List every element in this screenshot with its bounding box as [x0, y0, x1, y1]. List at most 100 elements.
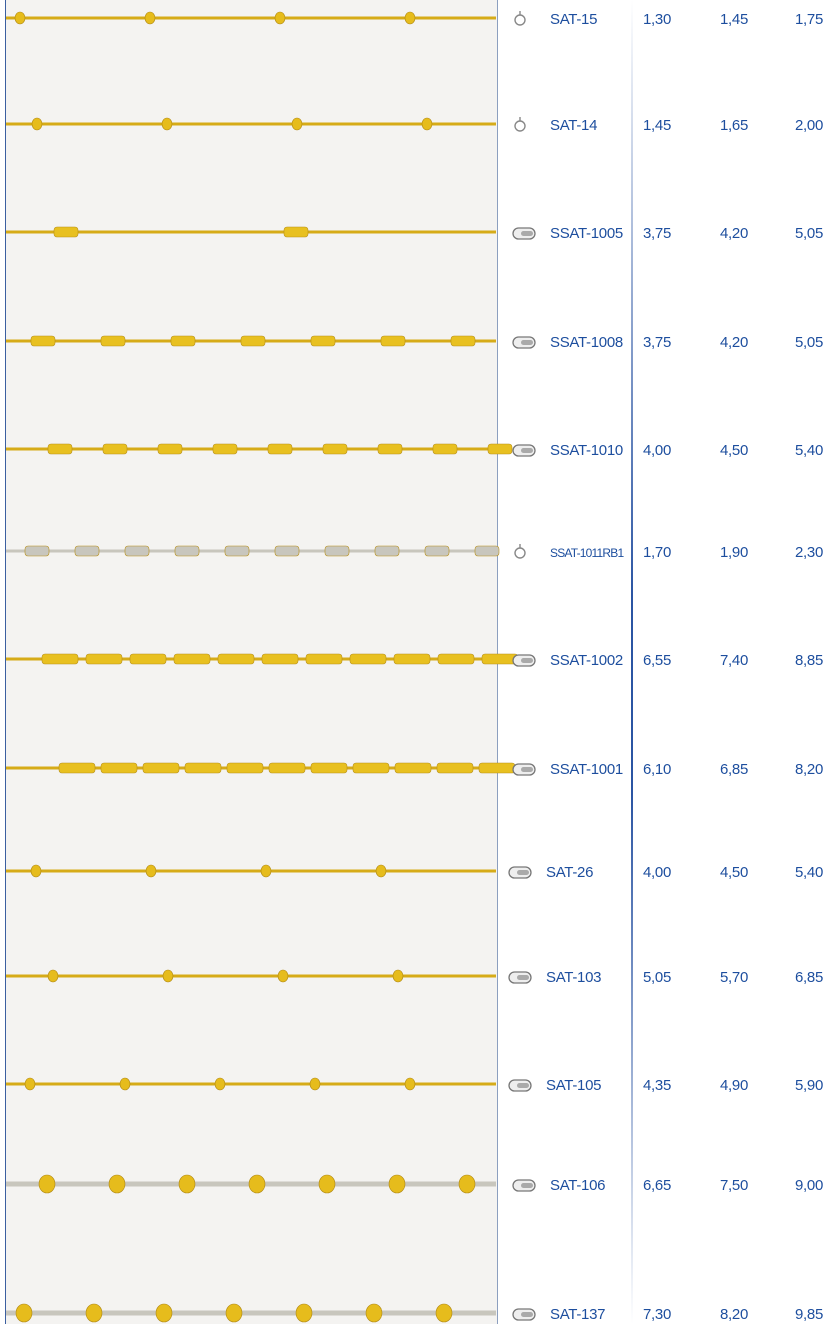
chain-link [377, 443, 403, 455]
chain-link [324, 545, 350, 557]
price: 6,55 [643, 652, 671, 669]
chain-link [173, 653, 211, 665]
chain-link [142, 762, 180, 774]
lobster-clasp-lever [517, 870, 529, 875]
price: 6,10 [643, 761, 671, 778]
price: 5,40 [795, 864, 823, 881]
product-code: SAT-106 [550, 1177, 606, 1194]
chain-link [474, 545, 500, 557]
chain-bead [161, 117, 173, 131]
price: 5,05 [643, 969, 671, 986]
lobster-clasp-lever [521, 767, 533, 772]
product-code: SAT-103 [546, 969, 602, 986]
chain-bead [144, 11, 156, 25]
product-code: SAT-105 [546, 1077, 602, 1094]
chain-link [41, 653, 79, 665]
lobster-clasp-lever [521, 231, 533, 236]
price: 3,75 [643, 225, 671, 242]
chain-link [349, 653, 387, 665]
price: 2,00 [795, 117, 823, 134]
chain-bead [162, 969, 174, 983]
price: 4,50 [720, 864, 748, 881]
chain-link [217, 653, 255, 665]
chain-link [212, 443, 238, 455]
column-divider [631, 0, 633, 1324]
price: 4,00 [643, 864, 671, 881]
product-code: SSAT-1001 [550, 761, 623, 778]
price: 1,45 [720, 11, 748, 28]
price: 3,75 [643, 334, 671, 351]
chain-bead [277, 969, 289, 983]
chain-bead [309, 1077, 321, 1091]
lobster-clasp-lever [521, 340, 533, 345]
chain-link [374, 545, 400, 557]
chain-bead [365, 1303, 383, 1323]
price: 1,30 [643, 11, 671, 28]
spring-ring-icon [514, 547, 526, 559]
chain-link [310, 762, 348, 774]
chain-bead [178, 1174, 196, 1194]
chain-link [157, 443, 183, 455]
chain-link [30, 335, 56, 347]
lobster-clasp-lever [517, 1083, 529, 1088]
chain-bead [458, 1174, 476, 1194]
chain-link [240, 335, 266, 347]
chain-link [102, 443, 128, 455]
chain-bead [375, 864, 387, 878]
chain-link [58, 762, 96, 774]
price: 4,90 [720, 1077, 748, 1094]
price: 6,85 [720, 761, 748, 778]
price: 6,85 [795, 969, 823, 986]
chain-bead [15, 1303, 33, 1323]
price: 7,30 [643, 1306, 671, 1323]
chain-bead [24, 1077, 36, 1091]
chain-bead [260, 864, 272, 878]
price: 4,20 [720, 334, 748, 351]
chain-link [450, 335, 476, 347]
chain-bead [14, 11, 26, 25]
chain-bead [248, 1174, 266, 1194]
chain-link [47, 443, 73, 455]
chain-link [100, 762, 138, 774]
chain-link [74, 545, 100, 557]
price: 4,35 [643, 1077, 671, 1094]
chain-link [274, 545, 300, 557]
product-code: SSAT-1008 [550, 334, 623, 351]
price: 4,00 [643, 442, 671, 459]
lobster-clasp-lever [517, 975, 529, 980]
chain-link [53, 226, 79, 238]
chain-bead [421, 117, 433, 131]
product-code: SSAT-1002 [550, 652, 623, 669]
product-code: SSAT-1005 [550, 225, 623, 242]
chain-link [437, 653, 475, 665]
chain-link [352, 762, 390, 774]
chain-link [305, 653, 343, 665]
chain-bead [30, 864, 42, 878]
chain-bead [435, 1303, 453, 1323]
lobster-clasp-lever [521, 658, 533, 663]
chain-link [394, 762, 432, 774]
chain-link [322, 443, 348, 455]
chain-bead [388, 1174, 406, 1194]
price: 7,40 [720, 652, 748, 669]
product-code: SSAT-1011RB1 [550, 546, 624, 560]
price: 4,50 [720, 442, 748, 459]
chain-bead [318, 1174, 336, 1194]
product-code: SAT-137 [550, 1306, 606, 1323]
chain-link [174, 545, 200, 557]
chain-bead [404, 11, 416, 25]
chain-bead [155, 1303, 173, 1323]
chain-link [436, 762, 474, 774]
product-code: SAT-14 [550, 117, 598, 134]
price: 4,20 [720, 225, 748, 242]
product-code: SAT-26 [546, 864, 594, 881]
lobster-clasp-lever [521, 1312, 533, 1317]
lobster-clasp-lever [521, 1183, 533, 1188]
price: 9,85 [795, 1306, 823, 1323]
chain-link [224, 545, 250, 557]
chain-bead [145, 864, 157, 878]
price: 8,20 [795, 761, 823, 778]
chain-link [85, 653, 123, 665]
